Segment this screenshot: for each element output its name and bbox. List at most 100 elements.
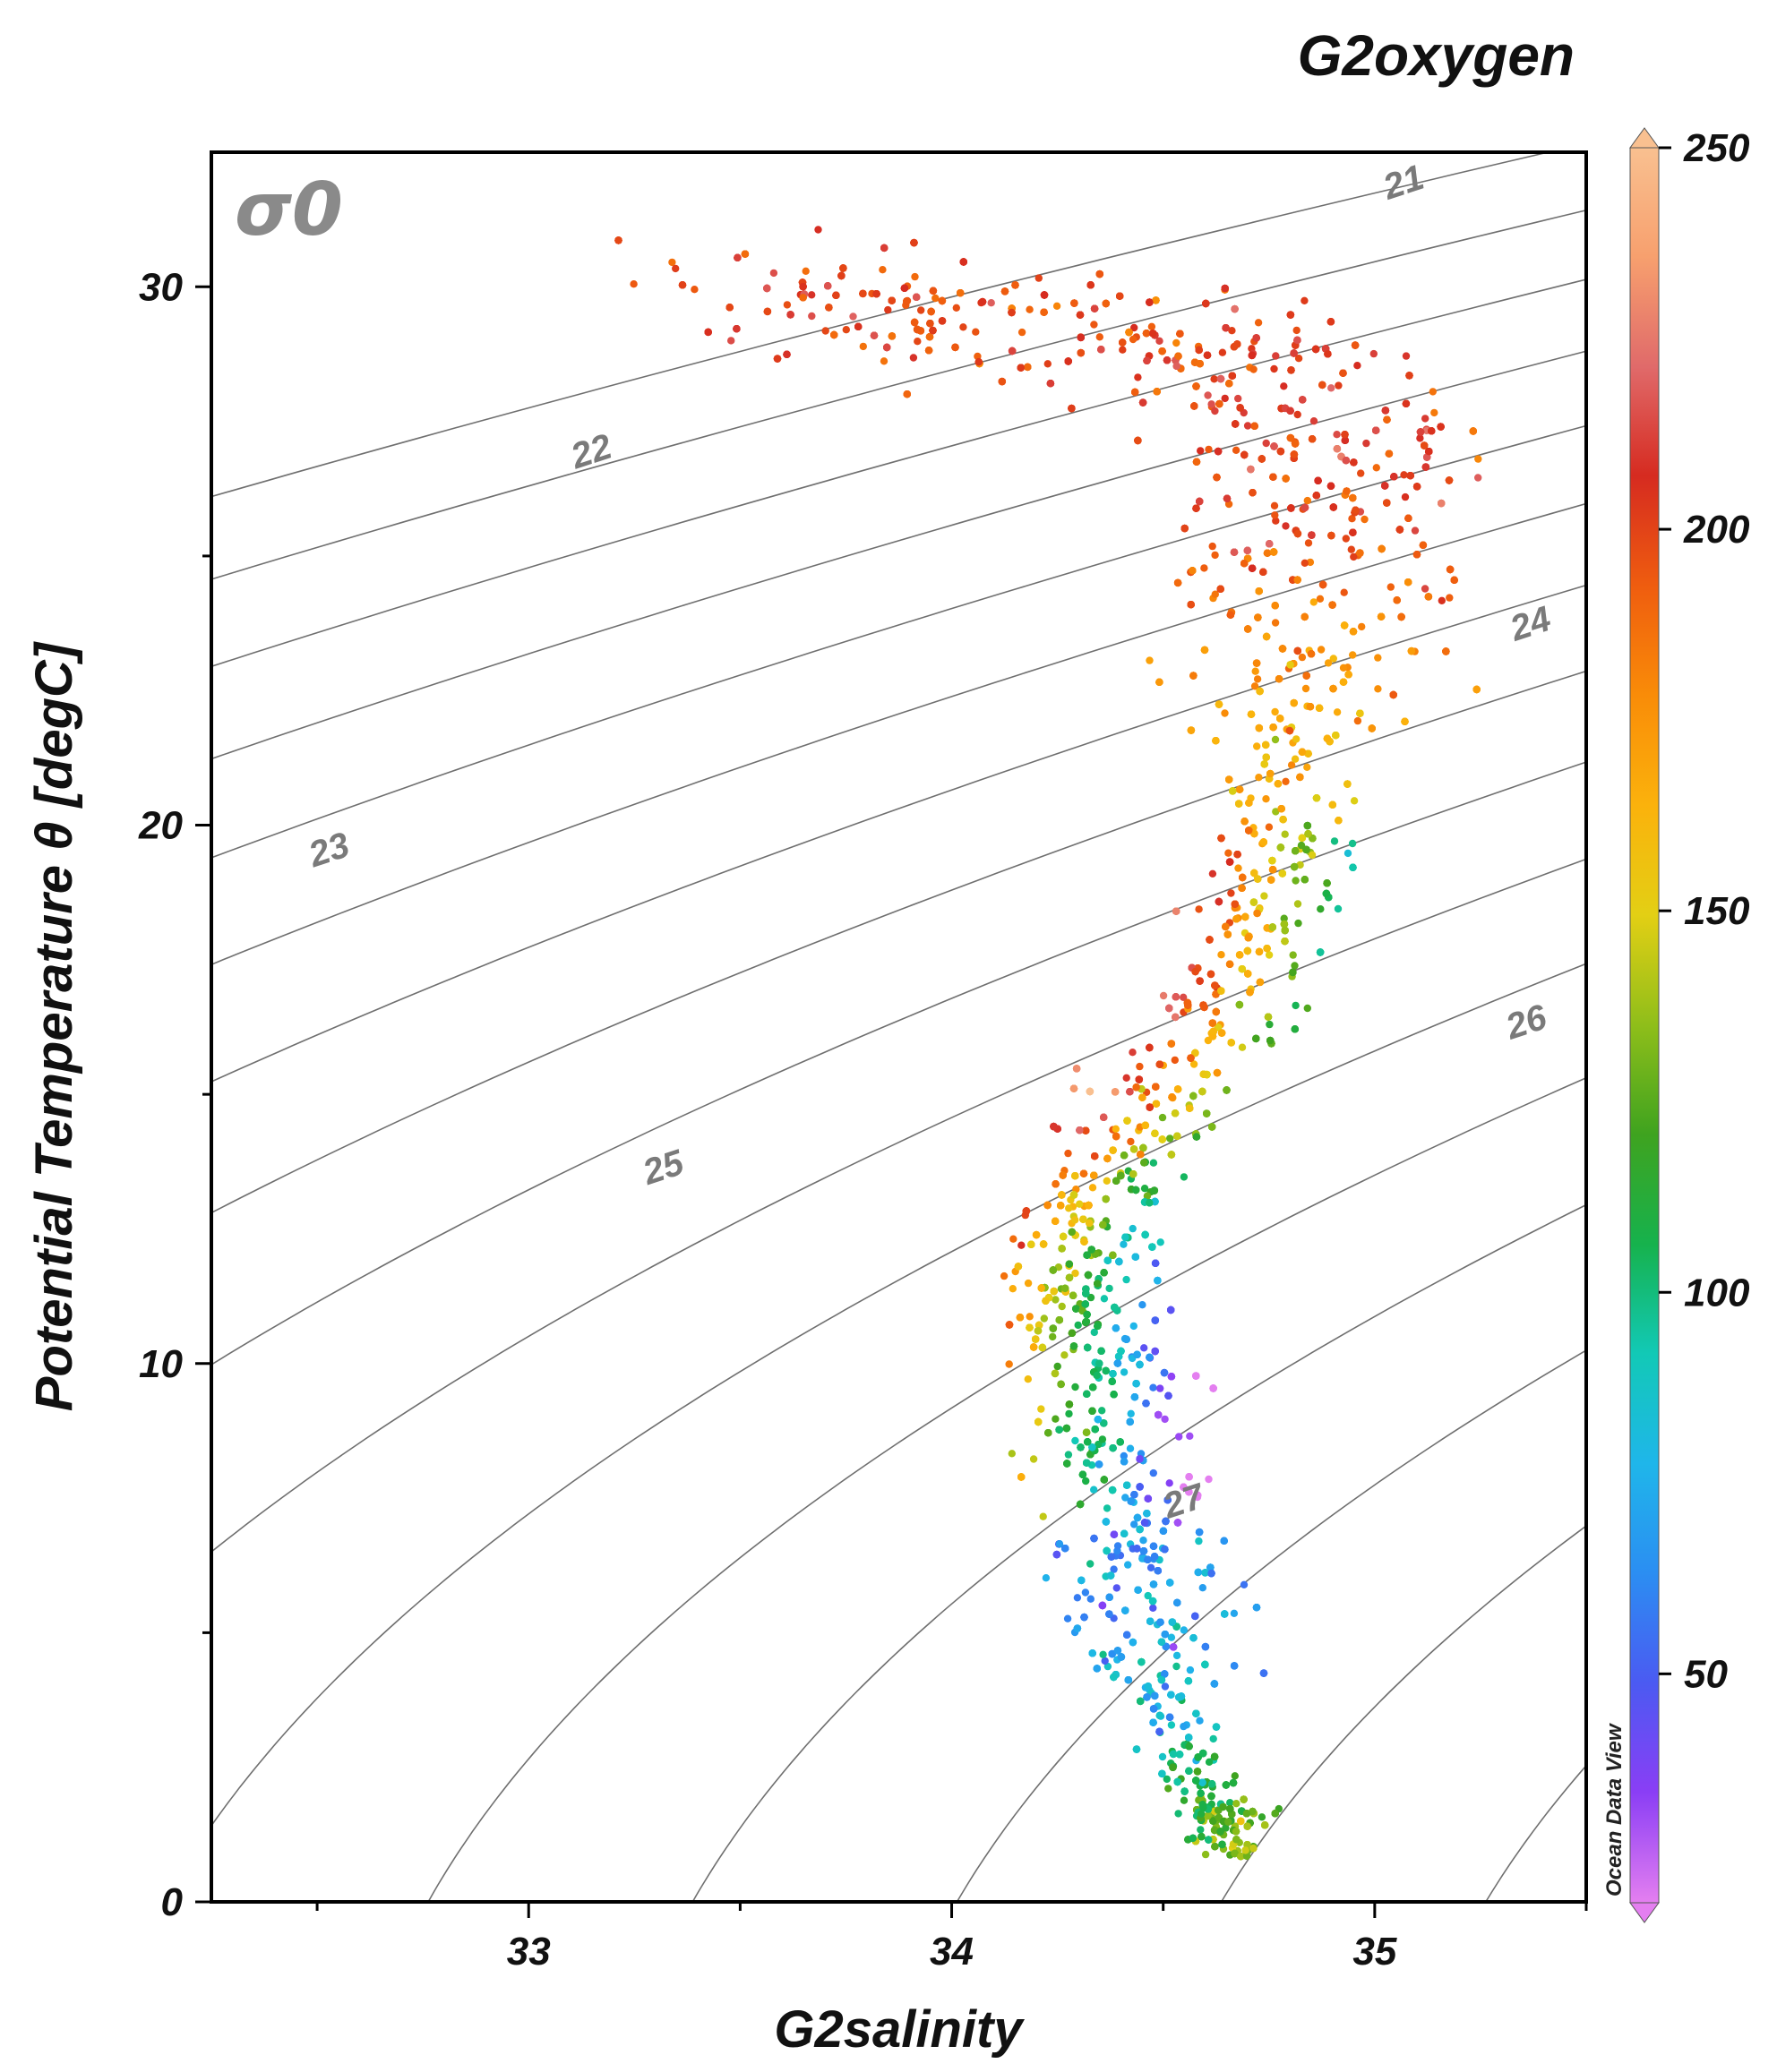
data-point [1386,583,1395,591]
data-point [1167,1721,1176,1729]
data-point [1358,622,1366,631]
data-point [1165,1479,1173,1487]
data-point [1060,1351,1069,1359]
data-point [1281,830,1289,838]
isopycnal-line [211,152,1549,498]
data-point [1186,1665,1195,1674]
data-point [1174,1810,1182,1818]
data-point [1146,1563,1155,1572]
data-point [1234,864,1242,872]
data-point [1090,1486,1098,1494]
data-point [1143,1192,1152,1200]
isopycnal-line [211,502,1586,966]
data-point [1243,422,1252,430]
data-point [1201,1850,1210,1859]
data-point [916,306,925,314]
data-point [1172,338,1180,347]
data-point [1122,1074,1130,1083]
data-point [1195,1537,1203,1545]
isopycnal-line [211,209,1586,580]
data-point [1228,327,1236,335]
data-point [1280,382,1288,390]
data-point [1197,447,1205,455]
data-point [1144,1591,1152,1600]
data-point [1258,1813,1266,1821]
data-point [1292,326,1301,335]
data-point [1303,496,1312,505]
isopycnal-line [1220,1525,1586,1902]
data-point [783,301,792,309]
data-point [1402,352,1411,360]
data-point [1342,535,1351,543]
data-point [1255,774,1263,782]
data-point [1231,1772,1240,1780]
data-point [1120,1240,1128,1248]
data-point [1122,1275,1130,1284]
data-point [1353,362,1361,370]
data-point [1024,1375,1033,1383]
data-point [1303,1004,1312,1013]
data-point [1227,889,1235,897]
data-point [1297,841,1306,850]
data-point [1086,1595,1095,1603]
data-point [1196,1717,1204,1725]
data-point [1240,1580,1249,1589]
data-point [1210,375,1218,383]
data-point [1065,1204,1073,1212]
data-point [1230,1609,1239,1618]
data-point [1121,1494,1129,1502]
data-point [1347,545,1356,553]
data-point [1207,400,1215,408]
data-point [1374,654,1382,662]
data-point [1429,388,1438,396]
data-point [909,354,918,362]
data-point [1474,455,1482,463]
data-point [1353,716,1362,725]
data-point [1076,1200,1084,1208]
data-point [1071,1436,1079,1445]
data-point [1129,335,1137,344]
data-point [1039,1512,1047,1520]
data-point [1029,1455,1038,1463]
data-point [1232,1800,1240,1808]
data-point [1224,849,1232,857]
data-point [1043,360,1052,368]
data-point [1266,1020,1274,1029]
data-point [1112,1584,1121,1592]
data-point [1112,1125,1120,1134]
data-point [1298,653,1307,662]
data-point [1149,1604,1157,1613]
data-point [1180,1173,1189,1181]
isopycnal-line [211,670,1586,1214]
data-point [1301,684,1310,693]
data-point [859,342,867,351]
data-point [802,267,810,275]
data-point [1474,474,1482,482]
data-point [1271,735,1280,744]
data-point [1034,274,1043,282]
data-point [1161,1415,1169,1424]
isopycnal-line [691,1203,1586,1902]
data-point [959,323,967,331]
data-point [1401,492,1410,501]
data-point [1126,1444,1135,1452]
data-point [1265,823,1274,831]
data-point [1340,588,1348,596]
data-point [1411,527,1420,535]
data-point [1130,1520,1138,1528]
data-point [931,294,940,303]
data-point [1086,1293,1095,1302]
data-point [1292,1001,1300,1010]
isopycnal-line [211,424,1586,859]
data-point [1167,1633,1176,1641]
data-point [1211,551,1219,560]
data-point [1253,742,1261,750]
data-point [668,258,676,267]
data-point [630,280,638,288]
data-point [1138,1301,1146,1309]
data-point [1099,1650,1107,1659]
data-point [1293,410,1301,419]
data-point [1064,1451,1073,1459]
data-point [1049,1332,1057,1341]
data-point [1073,1594,1082,1602]
